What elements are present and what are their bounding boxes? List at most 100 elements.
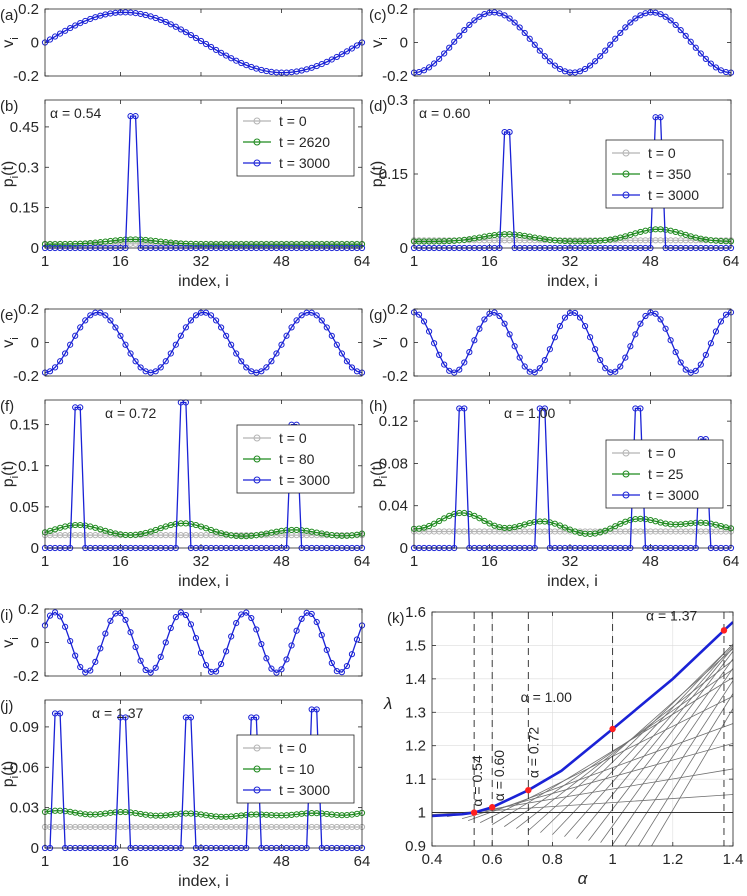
v-marker — [516, 354, 523, 361]
y-label-sub: i — [9, 637, 21, 639]
legend-swatch-marker — [253, 476, 261, 484]
v-marker — [72, 652, 79, 659]
v-marker — [415, 311, 423, 318]
v-marker — [662, 325, 669, 332]
y-tick-label: 0.9 — [405, 838, 426, 855]
v-marker — [425, 328, 433, 335]
v-marker — [167, 350, 174, 357]
p-marker-final — [56, 710, 64, 717]
v-marker — [436, 351, 443, 358]
v-marker — [471, 337, 478, 344]
v-marker — [466, 21, 473, 28]
x-tick-label: 16 — [112, 853, 129, 870]
v-marker — [697, 361, 704, 368]
v-marker — [202, 40, 210, 48]
eigen-line — [504, 668, 733, 827]
v-marker — [177, 609, 184, 616]
legend-swatch-marker — [253, 786, 261, 794]
y-axis-label: vi — [0, 637, 21, 647]
eigen-line — [576, 646, 733, 839]
y-label-main: p — [0, 478, 17, 487]
v-marker — [506, 331, 513, 338]
v-marker — [167, 624, 174, 632]
v-marker — [697, 50, 704, 57]
v-marker — [431, 340, 438, 347]
v-marker — [652, 310, 659, 317]
axes-frame — [44, 8, 363, 77]
y-label-main: v — [0, 640, 17, 648]
v-marker — [343, 358, 351, 365]
v-marker — [622, 354, 629, 361]
v-marker — [288, 642, 295, 649]
v-marker — [263, 655, 270, 662]
v-marker — [328, 659, 335, 667]
axes-frame — [44, 308, 363, 377]
legend-entry: t = 25 — [648, 466, 684, 482]
y-tick-label: 0.2 — [18, 301, 39, 318]
v-marker — [212, 668, 220, 675]
alpha-marker-dot — [470, 809, 478, 816]
v-marker — [431, 60, 438, 67]
v-marker — [293, 627, 300, 634]
eigen-line — [612, 667, 733, 845]
v-marker — [677, 27, 684, 34]
v-marker — [263, 364, 270, 371]
v-marker — [77, 663, 84, 671]
y-tick-label: 0.08 — [379, 455, 408, 472]
panel-g: 0.2 0 -0.2 (g) vi — [369, 301, 735, 385]
panel-h: 0 0.04 0.08 0.12 1 16 32 48 64 (h) pi(t) index, i α … — [369, 398, 739, 590]
v-marker — [162, 639, 169, 646]
v-marker — [712, 328, 720, 335]
alpha-marker-label: α = 0.54 — [469, 755, 485, 807]
v-marker — [576, 314, 584, 321]
v-marker — [67, 341, 74, 348]
p-marker-final — [541, 405, 548, 412]
x-tick-label: 0.4 — [422, 851, 443, 868]
y-label-main: v — [369, 340, 386, 348]
v-marker — [657, 316, 664, 323]
x-tick-label: 64 — [354, 853, 371, 870]
v-marker — [476, 325, 483, 332]
v-marker — [223, 332, 230, 339]
v-marker — [132, 358, 139, 365]
v-marker — [318, 632, 325, 639]
y-tick-label: 0 — [31, 635, 39, 652]
v-marker — [218, 660, 225, 668]
v-marker — [597, 53, 604, 60]
v-marker — [268, 665, 275, 672]
v-marker — [313, 312, 320, 319]
v-marker — [152, 664, 159, 671]
v-marker — [223, 52, 230, 59]
x-tick-label: 48 — [273, 553, 290, 570]
y-axis-label: vi — [0, 337, 21, 347]
v-marker — [67, 637, 74, 645]
x-tick-label: 64 — [723, 553, 740, 570]
v-marker — [642, 312, 649, 320]
eigen-line — [432, 794, 733, 815]
y-tick-label: 0.05 — [10, 499, 39, 516]
eigen-line — [467, 723, 733, 821]
v-marker — [491, 309, 498, 316]
y-tick-label: 1.6 — [405, 604, 426, 621]
v-marker — [592, 58, 599, 65]
x-tick-label: 16 — [112, 253, 129, 270]
v-marker — [293, 317, 300, 324]
v-marker — [441, 361, 448, 368]
axes-frame — [413, 99, 732, 249]
v-marker — [97, 309, 104, 316]
v-marker — [551, 62, 558, 69]
v-marker — [87, 667, 94, 674]
v-marker — [343, 48, 351, 55]
v-marker — [617, 29, 624, 36]
panel-label: (d) — [369, 98, 387, 115]
x-tick-label: 64 — [354, 253, 371, 270]
v-marker — [202, 662, 210, 669]
v-marker — [192, 634, 200, 642]
y-axis-label: λ — [383, 694, 392, 713]
v-marker — [597, 356, 604, 364]
p-marker-final — [461, 405, 468, 412]
v-marker — [283, 656, 290, 663]
v-marker — [152, 368, 159, 375]
v-marker — [677, 359, 684, 366]
alpha-marker-dot — [489, 804, 496, 811]
